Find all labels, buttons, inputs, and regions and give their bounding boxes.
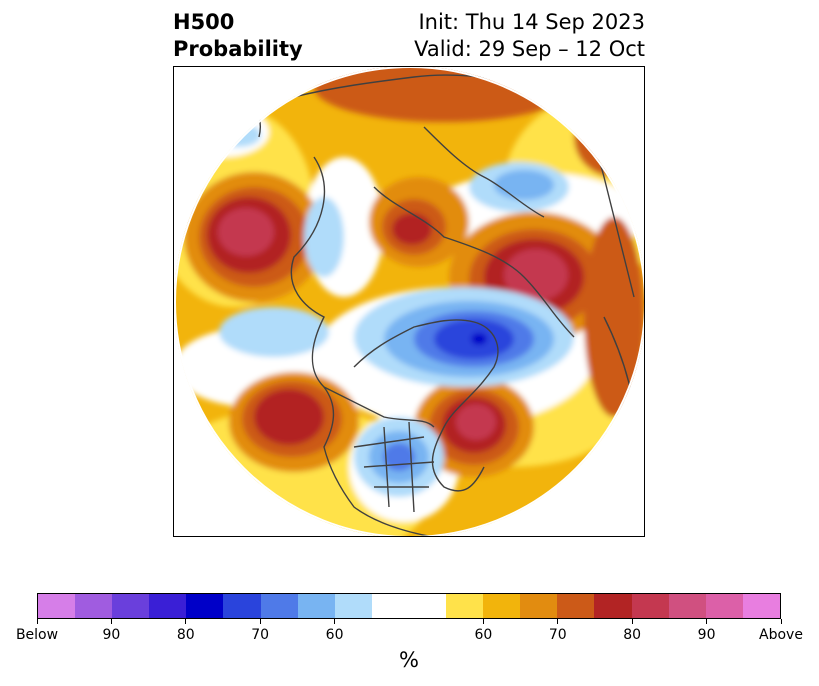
title-variable: H500 (173, 10, 235, 34)
map-canvas (174, 66, 646, 538)
colorbar-segment-9 (371, 594, 409, 618)
colorbar-tick-label: 90 (697, 627, 716, 643)
colorbar-segment-12 (483, 594, 521, 618)
colorbar-segment-0 (38, 594, 76, 618)
colorbar-tickmark (259, 619, 261, 624)
colorbar-segment-14 (557, 594, 595, 618)
colorbar-unit: % (399, 648, 419, 672)
colorbar-segment-6 (260, 594, 298, 618)
colorbar-tickmark (334, 619, 336, 624)
colorbar-tick-label: 70 (548, 627, 567, 643)
colorbar-segment-2 (112, 594, 150, 618)
colorbar-segment-4 (186, 594, 224, 618)
colorbar-tick-label: Above (759, 627, 803, 643)
map-title-left: H500 Probability (173, 9, 303, 63)
colorbar-tickmark (706, 619, 708, 624)
colorbar-segment-1 (75, 594, 113, 618)
colorbar-segment-11 (446, 594, 484, 618)
colorbar-segment-16 (631, 594, 669, 618)
map-title-right: Init: Thu 14 Sep 2023 Valid: 29 Sep – 12… (414, 9, 645, 63)
colorbar-tickmark (557, 619, 559, 624)
colorbar (37, 593, 781, 619)
colorbar-tick-label: Below (15, 627, 59, 643)
colorbar-segment-7 (297, 594, 335, 618)
valid-range: Valid: 29 Sep – 12 Oct (414, 37, 645, 61)
colorbar-segment-13 (520, 594, 558, 618)
colorbar-tickmark (631, 619, 633, 624)
colorbar-tick-label: 70 (251, 627, 270, 643)
colorbar-tickmark (36, 619, 38, 624)
colorbar-tickmark (110, 619, 112, 624)
colorbar-tickmark (482, 619, 484, 624)
colorbar-segment-17 (668, 594, 706, 618)
colorbar-segment-10 (408, 594, 447, 618)
colorbar-segment-8 (334, 594, 372, 618)
title-field: Probability (173, 37, 303, 61)
colorbar-segment-18 (705, 594, 743, 618)
colorbar-tick-label: 60 (474, 627, 493, 643)
probability-map (173, 66, 646, 538)
colorbar-segment-15 (594, 594, 632, 618)
colorbar-segment-3 (149, 594, 187, 618)
colorbar-segment-5 (223, 594, 261, 618)
colorbar-tick-label: 90 (102, 627, 121, 643)
colorbar-tick-label: 80 (623, 627, 642, 643)
colorbar-tickmark (185, 619, 187, 624)
colorbar-segment-19 (742, 594, 780, 618)
colorbar-tick-label: 80 (176, 627, 195, 643)
init-date: Init: Thu 14 Sep 2023 (418, 10, 645, 34)
colorbar-tickmark (780, 619, 782, 624)
colorbar-tick-label: 60 (325, 627, 344, 643)
